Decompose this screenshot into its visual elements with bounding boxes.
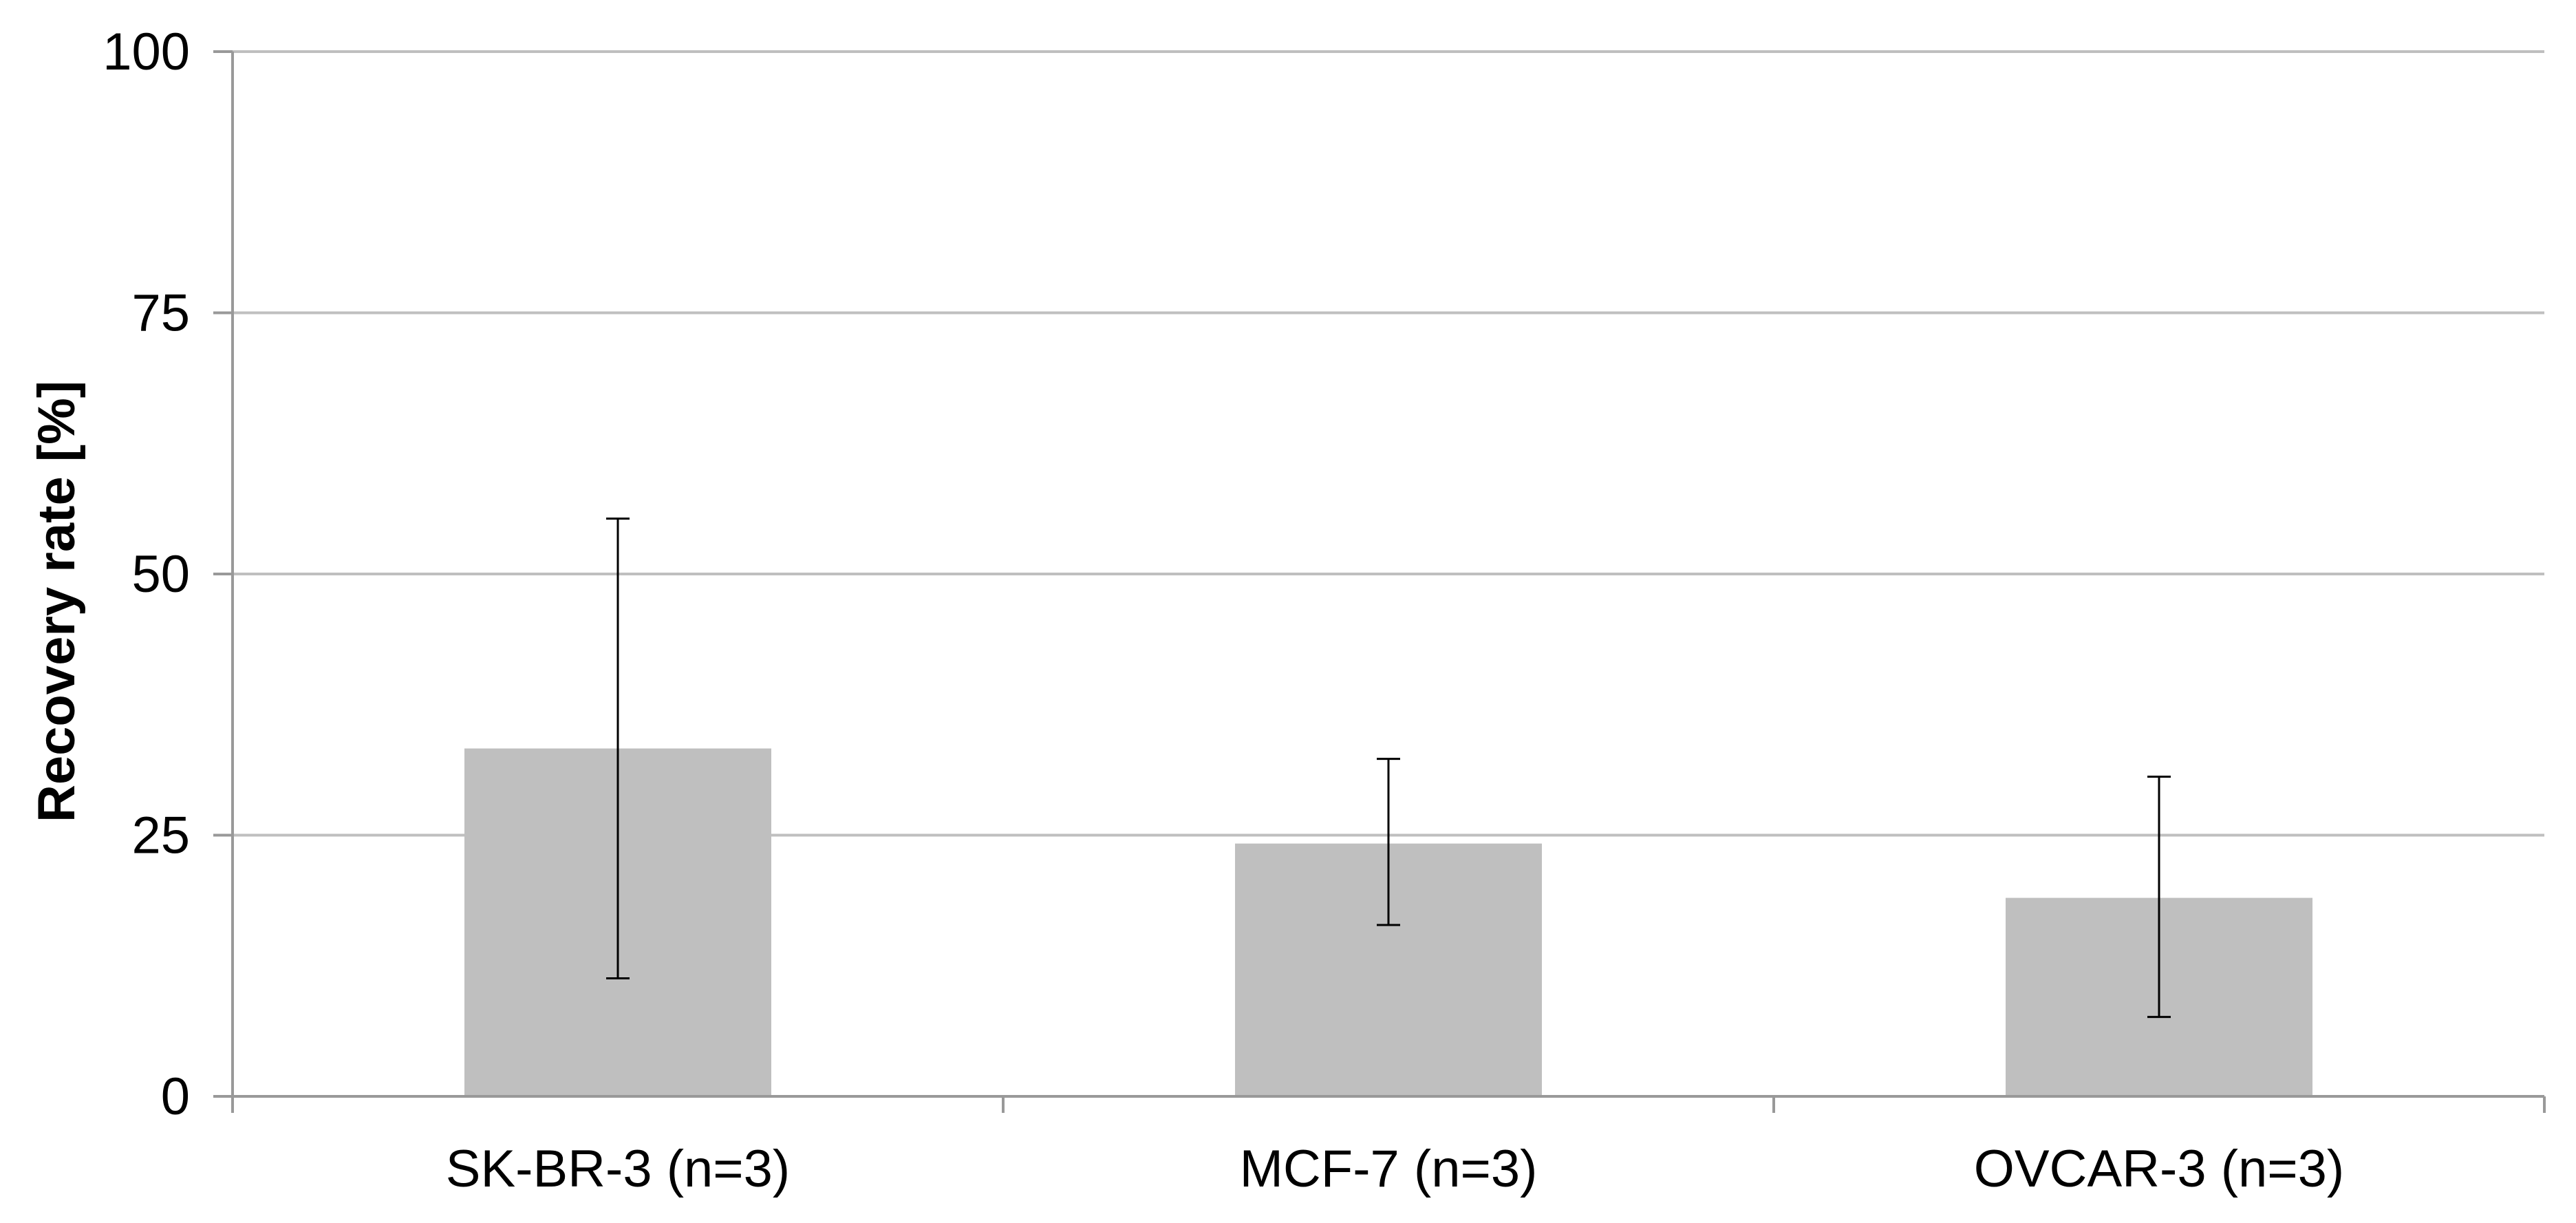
error-bars xyxy=(606,518,2171,1019)
y-tick-label: 25 xyxy=(131,807,190,865)
y-axis-label: Recovery rate [%] xyxy=(28,381,86,822)
axes xyxy=(213,50,2546,1113)
x-tick-labels: SK-BR-3 (n=3) MCF-7 (n=3) OVCAR-3 (n=3) xyxy=(446,1140,2345,1198)
y-tick-label: 75 xyxy=(131,284,190,343)
y-tick-label: 50 xyxy=(131,545,190,604)
y-tick-label: 100 xyxy=(103,23,190,81)
x-tick-label: OVCAR-3 (n=3) xyxy=(1974,1140,2345,1198)
x-tick-label: MCF-7 (n=3) xyxy=(1240,1140,1538,1198)
y-tick-labels: 0 25 50 75 100 xyxy=(103,23,190,1126)
y-tick-label: 0 xyxy=(161,1067,190,1126)
x-tick-label: SK-BR-3 (n=3) xyxy=(446,1140,791,1198)
gridlines xyxy=(233,50,2544,837)
